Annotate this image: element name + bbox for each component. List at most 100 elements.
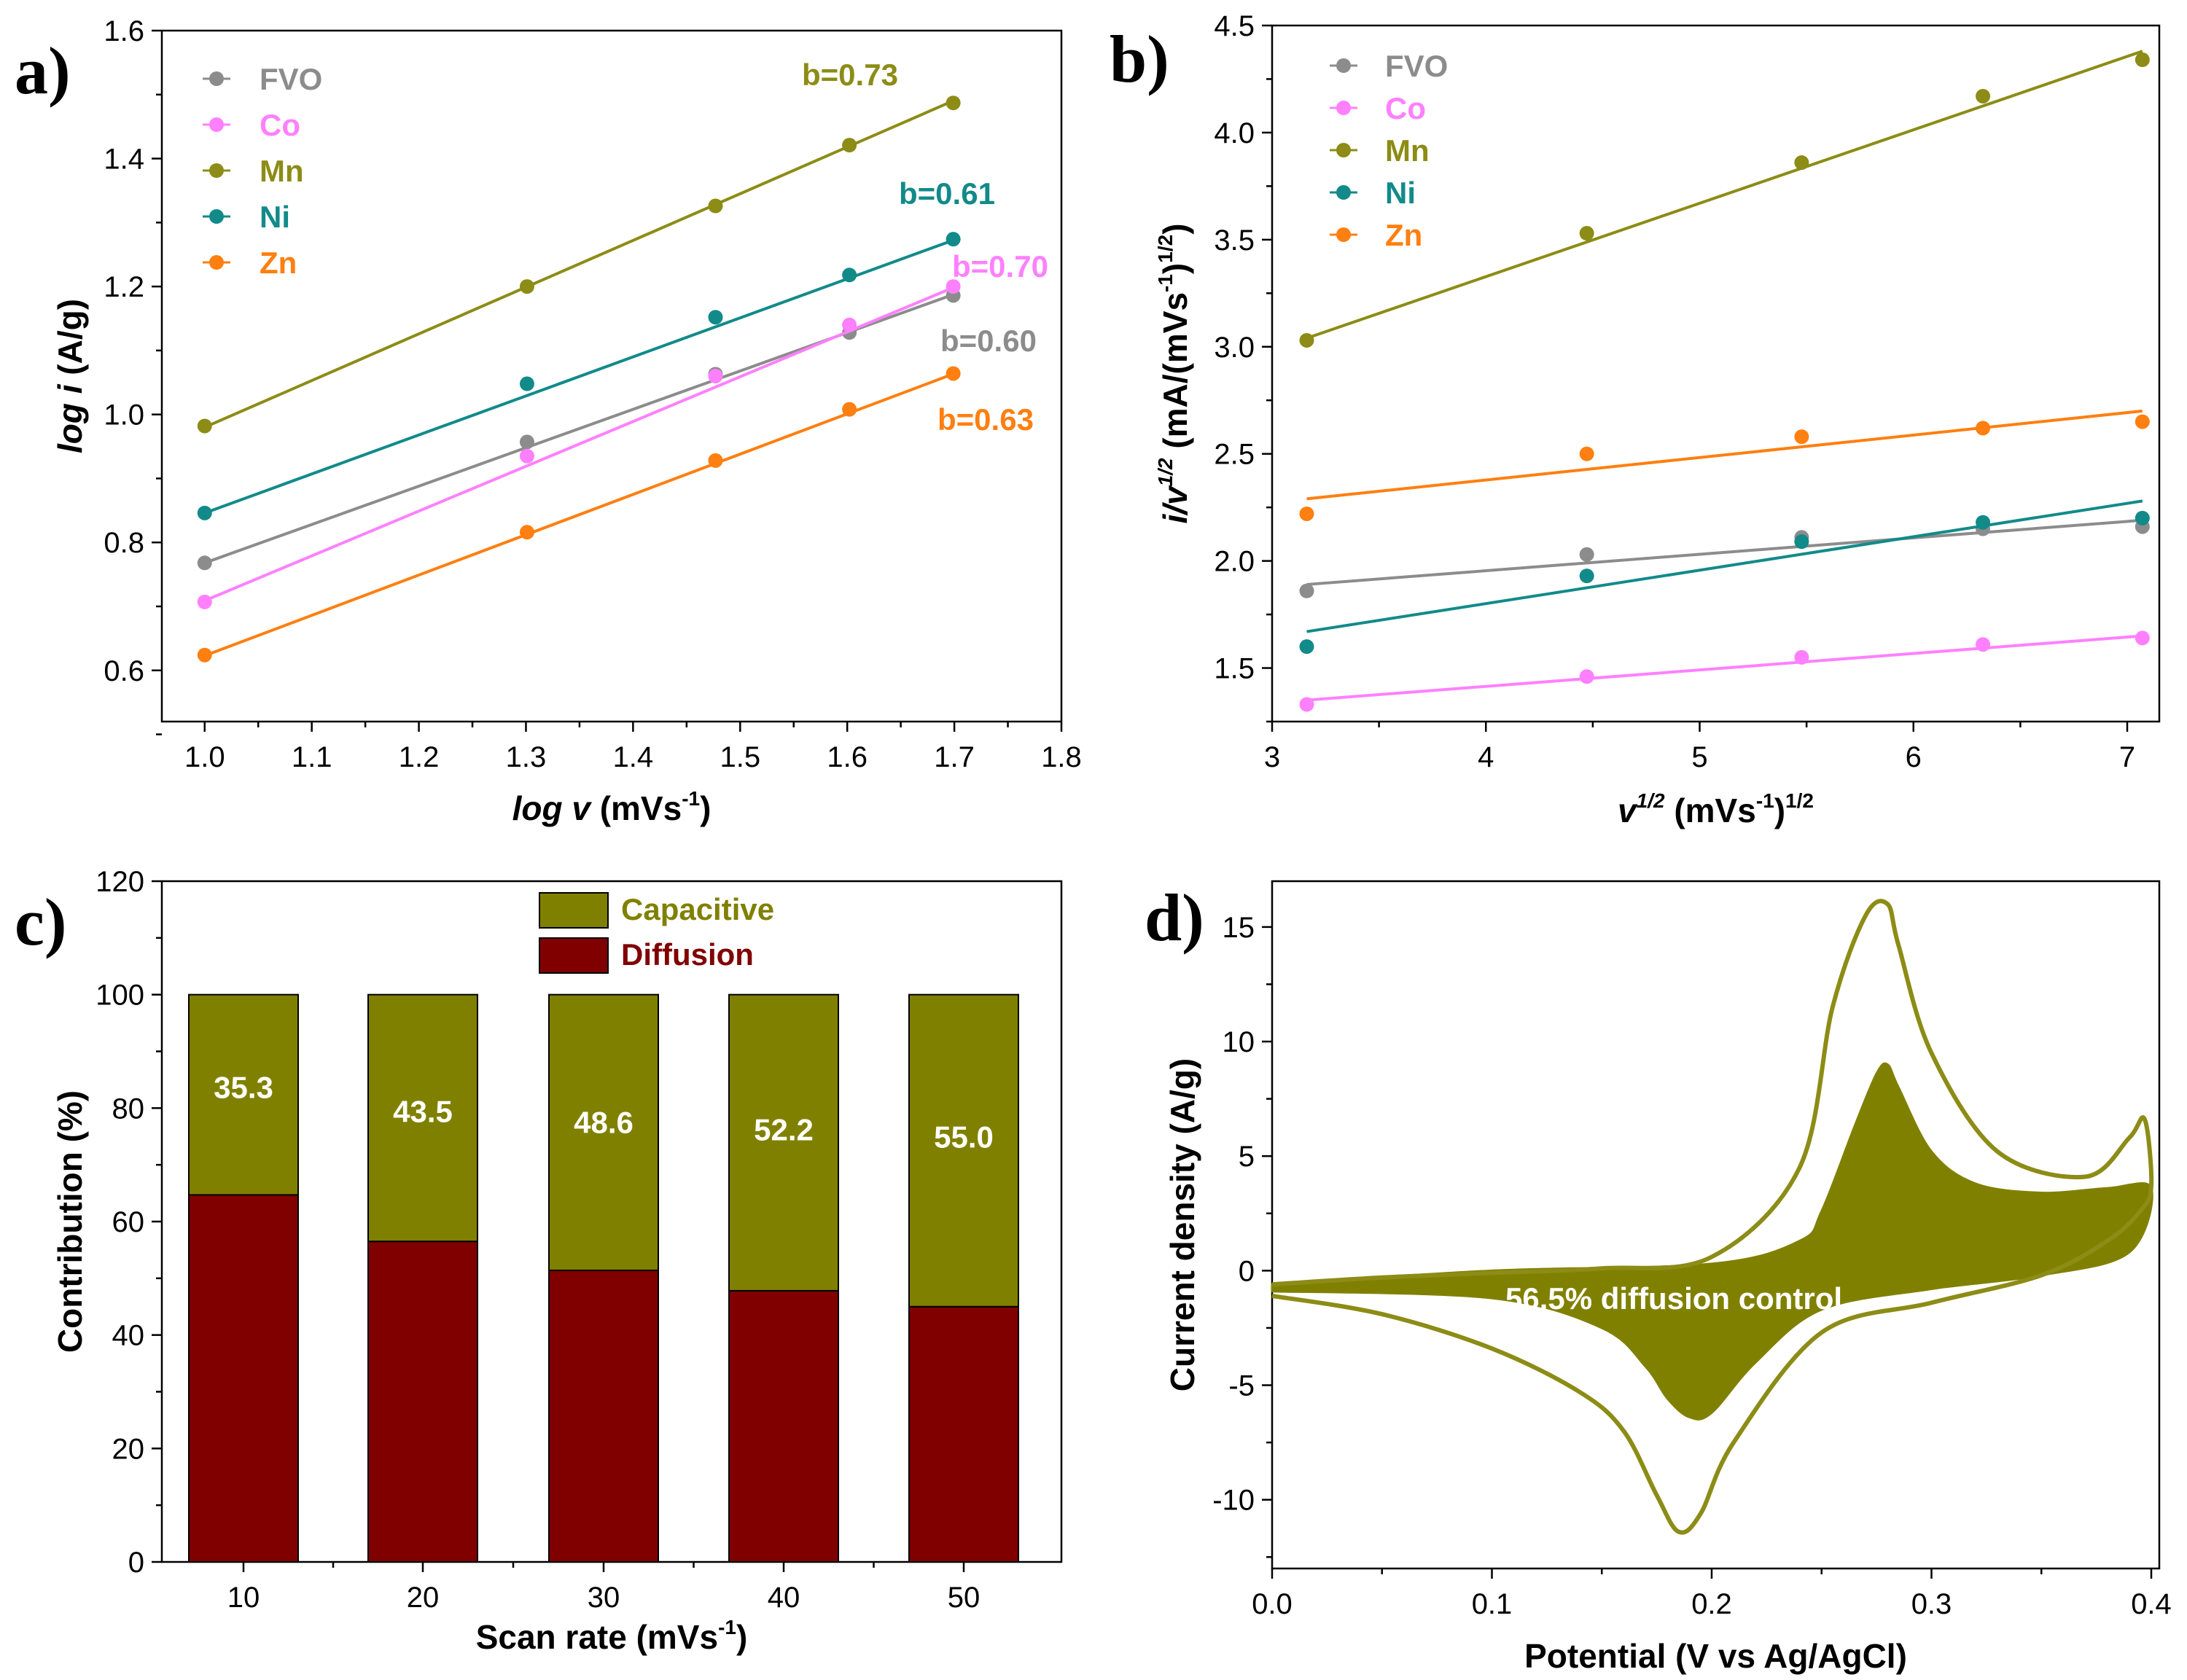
data-point-Zn [842,402,857,417]
data-point-Zn [1299,506,1314,521]
bar-value-label: 52.2 [754,1113,814,1147]
panel-d-plot-frame [1271,880,2161,1570]
panel-label-b: b) [1110,22,1169,96]
x-tick-label-c: 50 [948,1582,981,1614]
data-point-Co [2135,630,2150,646]
y-tick-label-b: 4.0 [1214,117,1255,149]
panel-b-plot-frame [1271,24,2161,723]
data-point-FVO [519,434,534,450]
x-label-italic-b: v [1618,792,1638,829]
x-axis-label-b: v1/2 (mVs-1)1/2 [1618,789,1814,829]
data-point-Ni [842,267,857,283]
x-tick-label-d: 0.4 [2131,1588,2172,1620]
x-tick-label-c: 20 [407,1582,440,1614]
data-point-Mn [1976,88,1991,103]
b-value-Ni: b=0.61 [899,176,995,211]
panel-d-cv-curve: 0.0 0.1 0.2 0.3 0.4 -10 -5 0 5 10 15 56.5% diffusio… [1163,880,2172,1675]
legend-label-capacitive: Capacitive [621,892,774,926]
panel-label-a: a) [15,34,71,108]
x-label-sup-a: -1 [682,787,700,810]
data-point-Ni [197,505,212,520]
data-point-Co [946,279,961,294]
x-axis-label-d: Potential (V vs Ag/AgCl) [1524,1637,1907,1675]
bar-value-label: 35.3 [214,1071,273,1105]
x-tick-label-a: 1.5 [720,741,760,773]
data-point-Mn [946,95,961,111]
x-tick-label-a: 1.4 [613,741,654,773]
y-tick-label-a: 1.4 [104,144,144,176]
y-label-end-b: ) [1156,263,1194,274]
data-point-Ni [708,310,723,325]
fit-line-Zn [204,372,954,657]
data-point-Mn [1299,332,1314,348]
bar-value-label: 55.0 [934,1120,994,1154]
legend-label-Zn: Zn [260,246,297,280]
data-point-Mn [708,198,723,214]
x-axis-label-a: log v (mVs-1) [512,787,712,827]
data-point-Mn [2135,52,2150,68]
legend-label-diffusion: Diffusion [621,937,754,972]
x-label-end-c: ) [736,1618,747,1656]
y-tick-label-c: 80 [112,1093,145,1125]
data-point-Ni [1976,515,1991,530]
panel-b-i-over-sqrt-v-vs-sqrt-v: 3 4 5 6 71.52.02.53.03.54.04.5v1/2 (mVs-1)1/… [1154,10,2161,829]
y-tick-label-c: 0 [128,1547,144,1579]
bar-diffusion [548,1269,659,1563]
data-point-Zn [946,366,961,381]
data-point-FVO [1299,583,1314,598]
y-tick-label-d: 15 [1223,912,1255,944]
x-tick-label-d: 0.3 [1911,1588,1952,1620]
x-label-sup-b: 1/2 [1637,789,1665,812]
data-point-Zn [708,453,723,468]
data-point-Mn [197,418,212,434]
data-point-Co [1299,697,1314,712]
x-label-sup-c: -1 [718,1616,736,1638]
x-tick-label-d: 0.1 [1472,1588,1513,1620]
y-tick-label-a: 0.6 [104,655,144,687]
legend-label-Mn: Mn [260,154,304,188]
bar-diffusion [188,1194,299,1563]
y-tick-label-d: 0 [1239,1255,1255,1287]
data-point-FVO [197,555,212,571]
y-tick-label-a: 0.8 [104,527,144,559]
data-point-Ni [519,376,534,391]
x-label-sup3-b: 1/2 [1785,789,1814,812]
bar-capacitive [367,993,478,1243]
b-value-Mn: b=0.73 [802,58,898,92]
y-axis-label-c: Contribution (%) [51,1090,89,1353]
data-point-Zn [197,647,212,663]
fit-line-Mn [1306,50,2143,340]
fit-line-Ni [1306,499,2143,633]
x-label-end-a: ) [700,789,711,827]
y-tick-label-b: 2.0 [1214,546,1255,578]
y-tick-label-b: 3.5 [1214,224,1255,257]
data-point-Zn [519,525,534,540]
data-point-Co [708,369,723,383]
fit-line-Mn [203,99,954,429]
x-tick-label-a: 1.7 [934,741,975,773]
legend-swatch-diffusion [539,937,609,974]
x-label-sup2-b: -1 [1756,789,1774,812]
x-label-text-a: (mVs [590,789,682,827]
panel-label-c: c) [15,885,66,959]
legend-label-Ni: Ni [1385,176,1416,210]
bar-diffusion [908,1305,1019,1563]
x-label-end-b: ) [1774,792,1785,829]
fit-line-Zn [1306,409,2143,501]
y-tick-label-a: 1.6 [104,15,144,47]
x-tick-label-b: 3 [1264,741,1280,773]
fit-line-FVO [1306,518,2143,586]
data-point-Mn [842,138,857,153]
data-point-Zn [1579,446,1594,461]
x-tick-label-b: 4 [1478,741,1494,773]
y-tick-label-b: 4.5 [1214,10,1255,42]
x-tick-label-a: 1.0 [184,741,225,773]
legend-swatch-capacitive [539,892,609,929]
diffusion-controlled-area [1271,1062,2153,1421]
x-tick-label-d: 0.0 [1252,1588,1293,1620]
data-point-Mn [1579,226,1594,241]
x-tick-label-a: 1.1 [292,741,332,773]
x-tick-label-c: 10 [227,1582,260,1614]
diffusion-control-annotation: 56.5% diffusion control [1505,1281,1842,1316]
